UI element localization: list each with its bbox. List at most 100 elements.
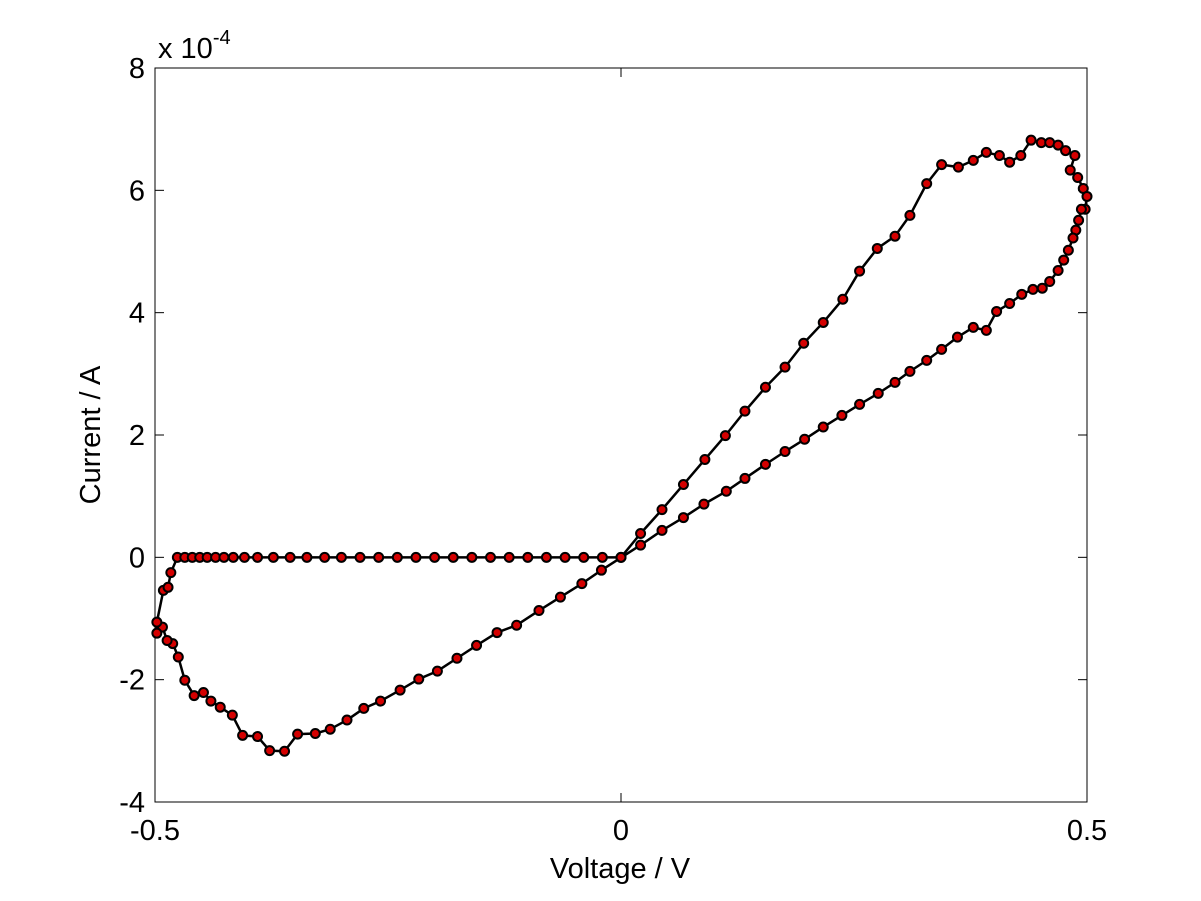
data-point bbox=[252, 551, 264, 563]
data-point bbox=[237, 729, 249, 741]
data-point bbox=[301, 551, 313, 563]
y-multiplier: x 10-4 bbox=[158, 27, 231, 65]
data-point bbox=[214, 701, 226, 713]
data-point bbox=[1062, 244, 1074, 256]
data-point bbox=[410, 551, 422, 563]
data-point bbox=[503, 551, 515, 563]
data-point bbox=[719, 430, 731, 442]
data-point bbox=[698, 498, 710, 510]
data-point bbox=[596, 551, 608, 563]
data-point bbox=[1072, 171, 1084, 183]
data-point bbox=[485, 551, 497, 563]
y-tick-label: -4 bbox=[119, 787, 145, 819]
data-point bbox=[292, 728, 304, 740]
data-point bbox=[264, 745, 276, 757]
multiplier-exponent: -4 bbox=[213, 27, 231, 49]
multiplier-base: x 10 bbox=[158, 33, 213, 65]
data-point bbox=[799, 433, 811, 445]
x-tick-label: 0.5 bbox=[1067, 815, 1107, 847]
data-point bbox=[779, 361, 791, 373]
data-point bbox=[1073, 214, 1085, 226]
data-point bbox=[324, 723, 336, 735]
data-point bbox=[151, 616, 163, 628]
data-point bbox=[699, 453, 711, 465]
data-point bbox=[889, 376, 901, 388]
data-point bbox=[172, 651, 184, 663]
data-point bbox=[238, 551, 250, 563]
data-point bbox=[1081, 190, 1093, 202]
data-point bbox=[1036, 282, 1048, 294]
data-point bbox=[980, 146, 992, 158]
data-point bbox=[936, 159, 948, 171]
data-point bbox=[921, 354, 933, 366]
data-point bbox=[1044, 275, 1056, 287]
data-point bbox=[759, 381, 771, 393]
data-point bbox=[1064, 164, 1076, 176]
data-point bbox=[319, 551, 331, 563]
data-point bbox=[739, 405, 751, 417]
data-point bbox=[284, 551, 296, 563]
data-point bbox=[889, 230, 901, 242]
data-point bbox=[1075, 203, 1087, 215]
data-point bbox=[511, 619, 523, 631]
data-point bbox=[429, 551, 441, 563]
data-point bbox=[151, 627, 163, 639]
data-point bbox=[576, 578, 588, 590]
data-point bbox=[491, 627, 503, 639]
data-point bbox=[635, 527, 647, 539]
data-point bbox=[162, 581, 174, 593]
y-tick-label: 8 bbox=[129, 53, 145, 85]
data-point bbox=[677, 512, 689, 524]
data-point bbox=[817, 316, 829, 328]
data-point bbox=[871, 242, 883, 254]
data-point bbox=[218, 551, 230, 563]
data-point bbox=[720, 485, 732, 497]
data-point bbox=[354, 551, 366, 563]
data-point bbox=[358, 702, 370, 714]
data-point bbox=[1004, 156, 1016, 168]
plot-area bbox=[154, 67, 1088, 803]
data-point bbox=[951, 331, 963, 343]
data-point bbox=[431, 665, 443, 677]
y-axis-label: Current / A bbox=[75, 365, 107, 504]
data-point bbox=[817, 421, 829, 433]
y-tick-label: -2 bbox=[119, 665, 145, 697]
data-point bbox=[952, 161, 964, 173]
data-point bbox=[179, 674, 191, 686]
data-point bbox=[1015, 149, 1027, 161]
data-point bbox=[595, 564, 607, 576]
data-point bbox=[904, 209, 916, 221]
data-point bbox=[471, 639, 483, 651]
data-point bbox=[656, 524, 668, 536]
data-point bbox=[413, 673, 425, 685]
y-tick-label: 2 bbox=[129, 420, 145, 452]
data-point bbox=[1004, 297, 1016, 309]
data-point bbox=[635, 539, 647, 551]
data-point bbox=[967, 154, 979, 166]
data-point bbox=[165, 567, 177, 579]
y-tick-label: 6 bbox=[129, 175, 145, 207]
data-point bbox=[854, 265, 866, 277]
data-point bbox=[335, 551, 347, 563]
data-point bbox=[540, 551, 552, 563]
data-point bbox=[854, 398, 866, 410]
data-point bbox=[1067, 232, 1079, 244]
data-point bbox=[1058, 254, 1070, 266]
data-point bbox=[1052, 139, 1064, 151]
data-point bbox=[161, 635, 173, 647]
data-point bbox=[739, 472, 751, 484]
data-point bbox=[279, 745, 291, 757]
data-point bbox=[578, 551, 590, 563]
y-tick-label: 4 bbox=[129, 298, 145, 330]
data-point bbox=[615, 551, 627, 563]
data-point bbox=[533, 605, 545, 617]
data-point bbox=[447, 551, 459, 563]
data-point bbox=[554, 591, 566, 603]
data-point bbox=[1052, 264, 1064, 276]
data-point bbox=[677, 479, 689, 491]
data-point bbox=[391, 551, 403, 563]
data-point bbox=[980, 324, 992, 336]
data-point bbox=[656, 504, 668, 516]
data-point bbox=[779, 446, 791, 458]
